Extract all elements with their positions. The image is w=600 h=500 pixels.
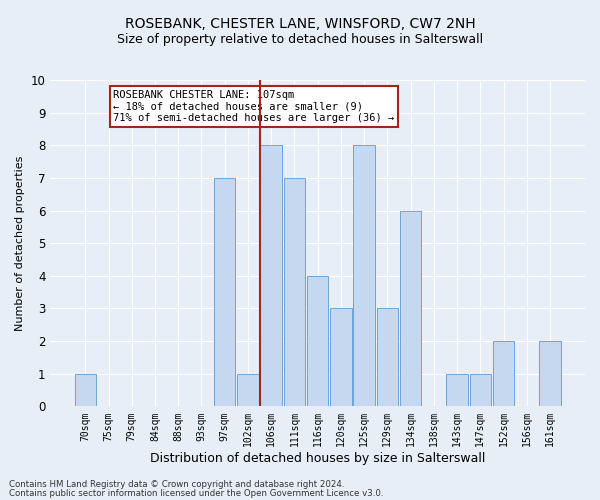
Bar [284,178,305,406]
Y-axis label: Number of detached properties: Number of detached properties [15,156,25,331]
Bar [214,178,235,406]
Bar [74,374,96,406]
Bar [307,276,328,406]
X-axis label: Distribution of detached houses by size in Salterswall: Distribution of detached houses by size … [150,452,485,465]
Bar [377,308,398,406]
Bar [260,146,282,406]
Bar [539,341,560,406]
Text: ROSEBANK, CHESTER LANE, WINSFORD, CW7 2NH: ROSEBANK, CHESTER LANE, WINSFORD, CW7 2N… [125,18,475,32]
Bar [446,374,468,406]
Bar [493,341,514,406]
Bar [470,374,491,406]
Bar [237,374,259,406]
Text: ROSEBANK CHESTER LANE: 107sqm
← 18% of detached houses are smaller (9)
71% of se: ROSEBANK CHESTER LANE: 107sqm ← 18% of d… [113,90,394,123]
Text: Contains HM Land Registry data © Crown copyright and database right 2024.: Contains HM Land Registry data © Crown c… [9,480,344,489]
Text: Size of property relative to detached houses in Salterswall: Size of property relative to detached ho… [117,32,483,46]
Bar [400,210,421,406]
Text: Contains public sector information licensed under the Open Government Licence v3: Contains public sector information licen… [9,488,383,498]
Bar [353,146,375,406]
Bar [330,308,352,406]
